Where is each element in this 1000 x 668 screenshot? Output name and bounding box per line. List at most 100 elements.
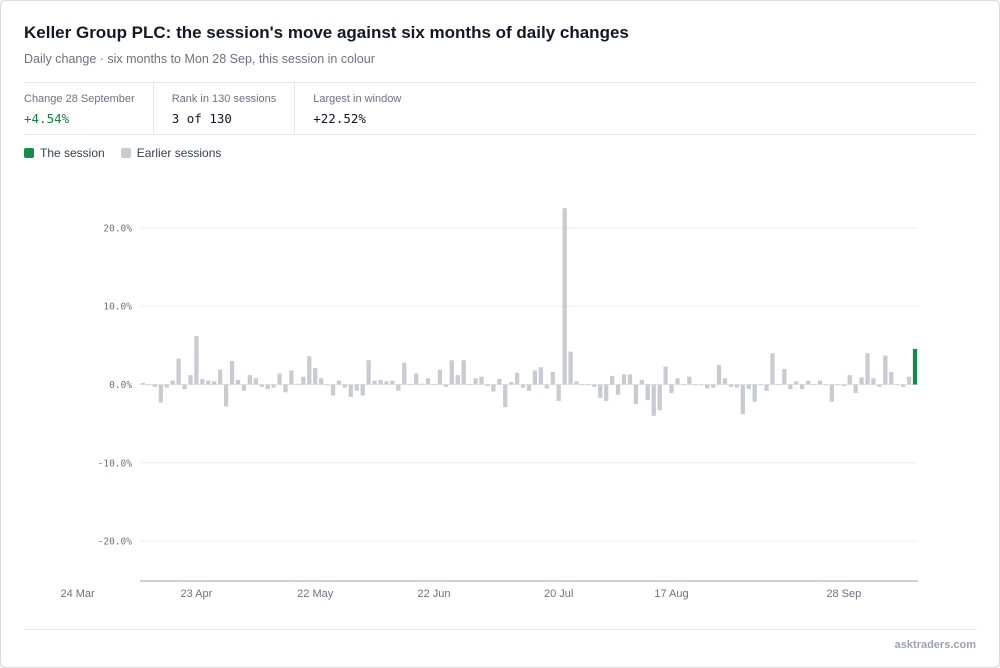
bar — [182, 384, 187, 390]
bar — [514, 372, 520, 385]
chart-legend: The session Earlier sessions — [24, 146, 221, 160]
bar — [194, 335, 199, 385]
legend-label-session: The session — [40, 146, 105, 160]
bar — [176, 358, 181, 385]
bar — [271, 384, 276, 388]
bar — [259, 384, 264, 387]
bar — [390, 380, 395, 385]
bar — [675, 378, 680, 385]
bar — [865, 353, 870, 385]
bar — [639, 379, 644, 385]
bar — [580, 384, 585, 386]
bar — [301, 376, 306, 385]
x-tick-label: 24 Mar — [60, 588, 95, 600]
bar — [206, 380, 211, 385]
bar — [467, 384, 472, 386]
bar — [241, 384, 247, 391]
bar — [384, 381, 389, 385]
bar — [823, 384, 829, 386]
x-tick-label: 23 Apr — [180, 588, 212, 600]
x-tick-label: 20 Jul — [544, 588, 573, 600]
bar — [188, 375, 193, 385]
bar — [283, 384, 288, 393]
bar — [289, 370, 294, 385]
bar — [229, 361, 235, 385]
bars — [140, 208, 918, 416]
bar — [604, 384, 609, 401]
bar — [170, 380, 175, 385]
bar — [544, 384, 549, 389]
bar — [509, 382, 514, 385]
stat-value: +4.54% — [24, 111, 70, 126]
stat-label: Largest in window — [313, 93, 402, 105]
y-tick-label: 20.0% — [103, 223, 132, 234]
bar — [431, 384, 437, 386]
y-tick-label: 0.0% — [109, 380, 132, 391]
bar — [811, 384, 817, 386]
bar — [158, 384, 163, 403]
bar — [277, 373, 282, 385]
bar — [253, 378, 258, 385]
bar — [330, 384, 336, 396]
bar — [687, 376, 692, 385]
bar — [568, 351, 573, 385]
bar — [414, 373, 419, 385]
legend-item-earlier: Earlier sessions — [120, 146, 221, 160]
bar — [805, 380, 811, 385]
bar — [835, 384, 840, 386]
bar — [794, 381, 799, 385]
bar — [681, 384, 686, 386]
bar — [324, 384, 330, 386]
stat-label: Change 28 September — [24, 93, 135, 105]
bar — [503, 384, 508, 408]
legend-swatch-session — [24, 148, 34, 158]
bar — [663, 366, 668, 385]
bar — [740, 384, 745, 415]
stat-value: 3 of 130 — [171, 111, 232, 126]
bar — [307, 356, 312, 385]
bar — [669, 384, 674, 394]
bar — [615, 384, 621, 395]
bar — [223, 384, 229, 407]
bar — [776, 384, 781, 386]
bar — [348, 384, 353, 398]
bar — [491, 384, 496, 392]
stat-largest: Largest in window +22.52% — [294, 83, 419, 134]
bar — [758, 384, 763, 386]
bar — [313, 368, 318, 385]
bar — [705, 384, 710, 389]
bar — [164, 384, 169, 388]
bar — [425, 378, 431, 385]
stat-value: +22.52% — [313, 111, 366, 126]
bar — [859, 377, 864, 385]
bar — [247, 375, 253, 385]
bar — [633, 384, 639, 405]
bar — [782, 368, 787, 385]
stat-label: Rank in 130 sessions — [171, 93, 277, 105]
bar — [372, 380, 377, 385]
chart-title: Keller Group PLC: the session's move aga… — [24, 23, 629, 42]
bar — [883, 355, 888, 385]
stat-session-change: Change 28 September +4.54% — [24, 83, 153, 134]
stats-strip: Change 28 September +4.54% Rank in 130 s… — [24, 82, 977, 135]
bar — [437, 369, 443, 385]
bar — [402, 362, 407, 385]
x-tick-label: 28 Sep — [826, 588, 861, 600]
bar — [497, 379, 502, 385]
bar — [212, 381, 217, 385]
bar — [342, 384, 348, 388]
bar — [235, 379, 241, 385]
bar — [396, 384, 401, 391]
bar — [889, 371, 894, 385]
bar — [485, 384, 490, 387]
bar — [716, 364, 722, 385]
bar — [770, 353, 775, 385]
bar — [479, 376, 484, 385]
source-credit: asktraders.com — [894, 639, 976, 651]
bar — [693, 384, 698, 386]
bar — [419, 383, 425, 385]
bar — [752, 384, 757, 402]
axes: 20.0% 10.0% 0.0% -10.0% -20.0% 24 Mar 23 Apr 22… — [60, 223, 918, 600]
bar — [532, 370, 538, 385]
bar — [574, 381, 579, 385]
